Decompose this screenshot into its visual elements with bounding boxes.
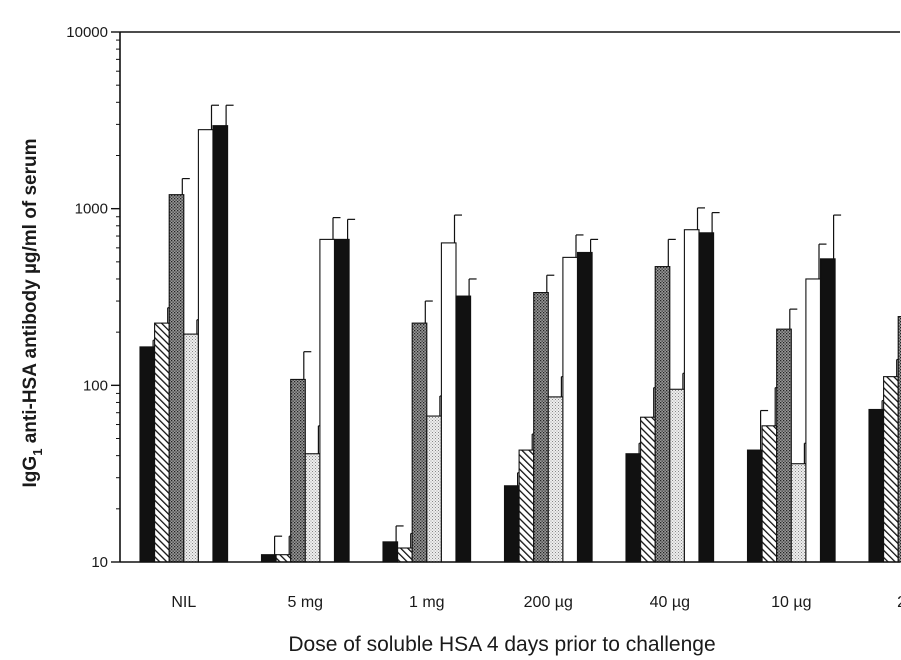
y-axis-title: IgG1 anti-HSA antibody µg/ml of serum xyxy=(20,139,45,488)
bar xyxy=(776,328,792,563)
plot-area xyxy=(139,104,901,563)
bar xyxy=(868,408,885,563)
x-tick-label: NIL xyxy=(171,594,196,611)
y-tick-label: 10000 xyxy=(66,24,108,41)
bar xyxy=(411,322,428,563)
bar xyxy=(168,194,185,563)
y-tick-label: 10 xyxy=(91,554,108,571)
bar xyxy=(654,266,671,563)
bar xyxy=(212,125,229,563)
bar xyxy=(562,256,579,563)
bar xyxy=(805,278,822,563)
bar xyxy=(761,425,778,563)
bar xyxy=(533,292,549,563)
bar xyxy=(518,449,535,563)
bar-group xyxy=(382,214,477,563)
bar xyxy=(883,376,899,563)
bar xyxy=(790,463,807,563)
bar xyxy=(640,416,656,563)
bar xyxy=(333,238,350,563)
bar-group xyxy=(139,104,234,563)
svg-text:IgG1 anti-HSA antibody µg/ml o: IgG1 anti-HSA antibody µg/ml of serum xyxy=(20,139,45,488)
bar xyxy=(897,316,901,563)
bar xyxy=(669,388,685,563)
bar xyxy=(683,229,700,563)
x-tick-label: 200 µg xyxy=(524,594,573,611)
x-tick-label: 2 µg xyxy=(897,594,901,611)
x-tick-label: 5 mg xyxy=(288,594,324,611)
x-tick-label: 10 µg xyxy=(771,594,811,611)
bar xyxy=(547,396,564,563)
axes: NIL 5 mg 1 mg 200 µg 40 µg 10 µg 2 µg 10 100 1000… xyxy=(66,24,901,611)
bar xyxy=(503,485,520,563)
x-tick-label: 40 µg xyxy=(650,594,690,611)
bar xyxy=(197,129,214,563)
bar xyxy=(397,547,413,563)
bar xyxy=(819,258,836,563)
y-tick-label: 100 xyxy=(83,377,108,394)
bar xyxy=(698,232,715,563)
bar xyxy=(426,415,442,563)
x-tick-label: 1 mg xyxy=(409,594,445,611)
bar xyxy=(319,238,336,563)
bar xyxy=(154,322,170,563)
bar xyxy=(576,251,593,563)
bar xyxy=(260,554,277,563)
bar-group xyxy=(503,234,599,563)
bar xyxy=(183,333,199,563)
bar xyxy=(625,453,642,563)
bar xyxy=(275,554,292,563)
bar xyxy=(290,378,306,563)
bar xyxy=(139,346,156,563)
x-axis-title: Dose of soluble HSA 4 days prior to chal… xyxy=(288,633,715,656)
bar xyxy=(304,453,321,563)
bar xyxy=(382,541,399,563)
bar-group xyxy=(625,207,720,563)
y-tick-label: 1000 xyxy=(75,201,108,218)
bar xyxy=(746,449,763,563)
bar-group xyxy=(868,316,901,563)
bar-group xyxy=(746,214,842,563)
bar-group xyxy=(260,217,356,563)
bar xyxy=(440,242,457,563)
bar xyxy=(455,295,472,563)
